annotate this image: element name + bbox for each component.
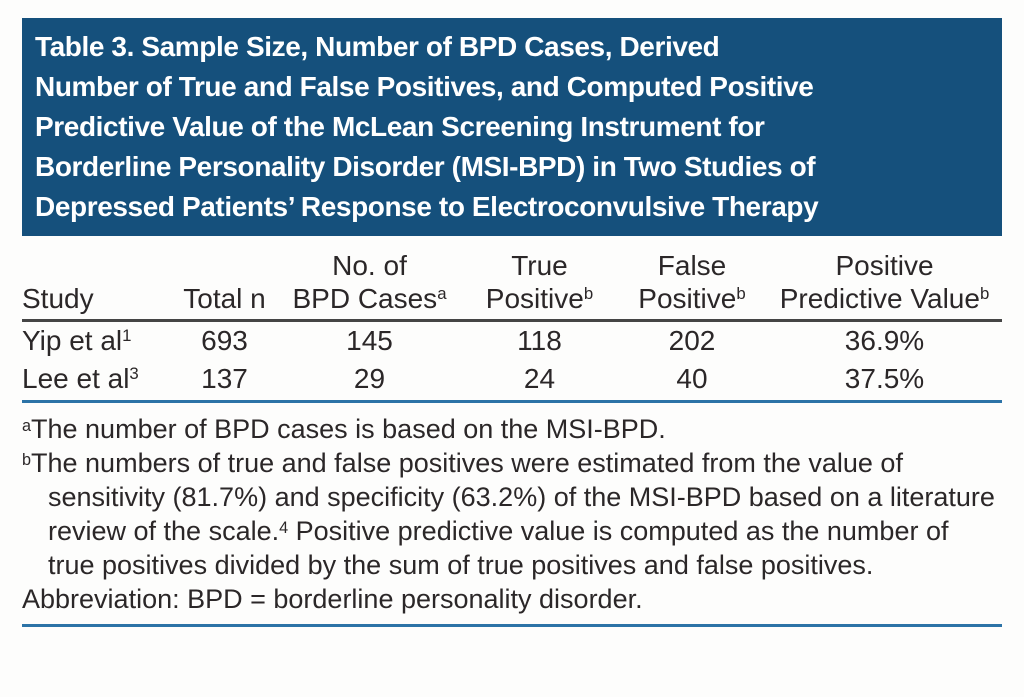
column-header-footnote-marker: b — [979, 283, 990, 303]
table-title-line: Depressed Patients’ Response to Electroc… — [35, 191, 819, 222]
footnote-a-text: The number of BPD cases is based on the … — [31, 414, 666, 444]
column-header-label: Study — [22, 283, 94, 314]
column-header-bpd-cases: No. of BPD Casesa — [277, 249, 462, 315]
cell-true-positive: 24 — [523, 363, 556, 394]
study-label: Yip et al — [22, 325, 123, 356]
column-header-line1: True — [511, 250, 568, 281]
column-header-line2: Positiveb — [462, 282, 617, 315]
column-header-label: Total n — [183, 283, 266, 314]
column-header-label: Predictive Value — [779, 283, 980, 314]
column-header-line2: Study — [22, 282, 172, 315]
table-row-lee: Lee et al3 137 29 24 40 37.5% — [22, 360, 1002, 398]
table-title-box: Table 3. Sample Size, Number of BPD Case… — [22, 18, 1002, 236]
column-header-footnote-marker: b — [736, 283, 746, 303]
column-header-footnote-marker: b — [583, 283, 594, 303]
data-rule — [22, 400, 1002, 403]
column-header-label: BPD Cases — [292, 283, 438, 314]
cell-study: Yip et al1 — [22, 322, 172, 360]
table-row-yip: Yip et al1 693 145 118 202 36.9% — [22, 322, 1002, 360]
cell-ppv: 37.5% — [844, 363, 925, 394]
column-header-study: Study — [22, 282, 172, 315]
column-header-line1: Positive — [835, 250, 934, 281]
column-header-label: Positive — [638, 283, 737, 314]
footnotes: aThe number of BPD cases is based on the… — [22, 412, 1002, 616]
column-header-line1: False — [657, 250, 727, 281]
column-header-footnote-marker: a — [437, 283, 447, 303]
column-header-total-n: Total n — [172, 282, 277, 315]
footnote-marker-b: b — [22, 450, 32, 469]
column-header-line1: No. of — [332, 250, 407, 281]
reference-marker: 1 — [122, 325, 132, 345]
table-title-line: Number of True and False Positives, and … — [35, 71, 814, 102]
header-rule — [22, 319, 1002, 322]
cell-false-positive: 40 — [676, 363, 708, 394]
cell-bpd-cases: 145 — [346, 325, 393, 356]
cell-ppv: 36.9% — [844, 325, 925, 356]
column-header-label: Positive — [485, 283, 584, 314]
column-header-line2: Predictive Valueb — [767, 282, 1002, 315]
column-header-ppv: Positive Predictive Valueb — [767, 249, 1002, 315]
footnote-b-text-continued: Positive predictive value is computed as… — [48, 516, 949, 580]
cell-total-n: 693 — [201, 325, 248, 356]
table-title-line: Borderline Personality Disorder (MSI-BPD… — [35, 151, 816, 182]
column-header-false-positive: False Positiveb — [617, 249, 767, 315]
abbreviation-note: Abbreviation: BPD = borderline personali… — [22, 584, 643, 614]
column-header-line2: BPD Casesa — [277, 282, 462, 315]
table-title-line: Table 3. Sample Size, Number of BPD Case… — [35, 31, 720, 62]
cell-true-positive: 118 — [517, 325, 562, 356]
study-label: Lee et al — [22, 363, 130, 394]
bottom-rule — [22, 624, 1002, 627]
cell-false-positive: 202 — [668, 325, 716, 356]
column-header-true-positive: True Positiveb — [462, 249, 617, 315]
table-title-line: Predictive Value of the McLean Screening… — [35, 111, 765, 142]
table-3-container: Table 3. Sample Size, Number of BPD Case… — [22, 18, 1002, 627]
footnote-b: bThe numbers of true and false positives… — [22, 446, 1002, 582]
column-header-line2: Positiveb — [617, 282, 767, 315]
footnote-b-text: The numbers of true and false positives … — [31, 448, 995, 546]
column-header-row: Study Total n No. of BPD Casesa True Pos… — [22, 249, 1002, 315]
cell-bpd-cases: 29 — [353, 363, 386, 394]
column-header-line2: Total n — [172, 282, 277, 315]
reference-marker: 3 — [129, 363, 139, 383]
cell-total-n: 137 — [201, 363, 248, 394]
cell-study: Lee et al3 — [22, 360, 172, 398]
footnote-marker-a: a — [22, 416, 32, 435]
reference-marker-4: 4 — [279, 518, 289, 537]
footnote-a: aThe number of BPD cases is based on the… — [22, 412, 1002, 446]
